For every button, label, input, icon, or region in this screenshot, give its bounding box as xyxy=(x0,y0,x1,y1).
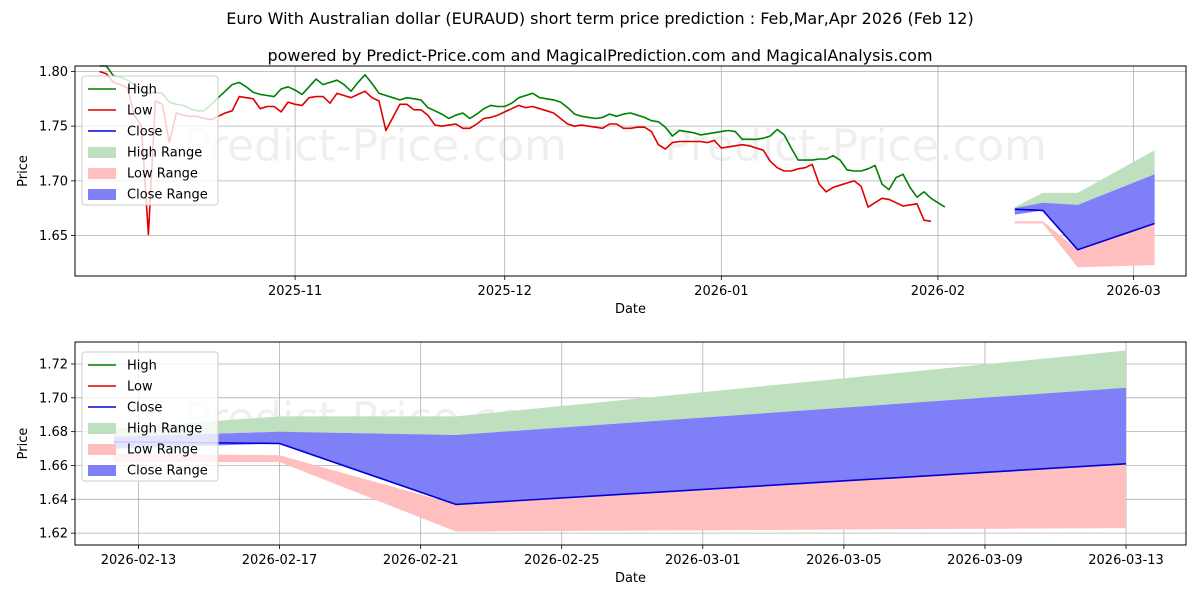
legend-entry-label: High xyxy=(127,359,157,374)
x-tick-label: 2026-02-13 xyxy=(101,553,177,568)
y-axis-label: Price xyxy=(16,428,31,460)
x-tick-label: 2026-01 xyxy=(694,284,748,299)
y-tick-label: 1.66 xyxy=(39,459,68,474)
high-series-line xyxy=(99,65,946,208)
y-tick-label: 1.62 xyxy=(39,527,68,542)
y-tick-label: 1.70 xyxy=(39,174,68,189)
legend-entry-label: High xyxy=(127,83,157,98)
legend-entry-label: Low Range xyxy=(127,167,198,182)
legend-entry-label: Close Range xyxy=(127,464,208,479)
y-axis-label: Price xyxy=(16,155,31,187)
legend-entry-label: Low xyxy=(127,104,153,119)
x-tick-label: 2026-02-25 xyxy=(524,553,600,568)
x-tick-label: 2026-03-01 xyxy=(665,553,741,568)
legend-patch-swatch xyxy=(88,444,116,455)
close-range-band xyxy=(1014,174,1155,250)
legend-patch-swatch xyxy=(88,423,116,434)
y-tick-label: 1.80 xyxy=(39,65,68,80)
x-tick-label: 2026-02 xyxy=(911,284,965,299)
y-tick-label: 1.65 xyxy=(39,229,68,244)
x-axis-label: Date xyxy=(615,302,646,317)
y-tick-label: 1.75 xyxy=(39,120,68,135)
x-tick-label: 2025-11 xyxy=(268,284,322,299)
legend-patch-swatch xyxy=(88,465,116,476)
legend-entry-label: Close xyxy=(127,401,162,416)
x-tick-label: 2026-03-05 xyxy=(806,553,882,568)
y-tick-label: 1.68 xyxy=(39,425,68,440)
x-tick-label: 2026-02-17 xyxy=(242,553,318,568)
legend-patch-swatch xyxy=(88,189,116,200)
x-tick-label: 2025-12 xyxy=(478,284,532,299)
legend-entry-label: Low Range xyxy=(127,443,198,458)
legend-entry-label: High Range xyxy=(127,146,202,161)
legend-patch-swatch xyxy=(88,147,116,158)
chart-2: Predict-Price.comPredict-Price.com2026-0… xyxy=(16,341,1187,586)
legend-entry-label: Close Range xyxy=(127,188,208,203)
chart-subtitle: powered by Predict-Price.com and Magical… xyxy=(267,46,933,65)
y-tick-label: 1.72 xyxy=(39,357,68,372)
x-tick-label: 2026-03-09 xyxy=(947,553,1023,568)
chart-title: Euro With Australian dollar (EURAUD) sho… xyxy=(226,9,974,28)
low-range-band xyxy=(113,453,1127,532)
chart-1: Predict-Price.com Predict-Price.com 2025-1… xyxy=(16,65,1187,317)
close-series-line xyxy=(1014,208,1155,251)
plot-frame xyxy=(74,341,1187,546)
legend-entry-label: Close xyxy=(127,125,162,140)
legend-patch-swatch xyxy=(88,168,116,179)
low-range-band xyxy=(1014,221,1155,268)
x-tick-label: 2026-03-13 xyxy=(1088,553,1164,568)
watermark: Predict-Price.com xyxy=(184,121,567,172)
plot-frame xyxy=(74,65,1187,277)
legend-entry-label: Low xyxy=(127,380,153,395)
y-tick-label: 1.70 xyxy=(39,391,68,406)
x-tick-label: 2026-02-21 xyxy=(383,553,459,568)
watermark: Predict-Price.com xyxy=(664,121,1047,172)
legend-entry-label: High Range xyxy=(127,422,202,437)
high-range-band xyxy=(1014,150,1155,210)
x-axis-label: Date xyxy=(615,571,646,586)
x-tick-label: 2026-03 xyxy=(1106,284,1160,299)
low-series-line xyxy=(99,70,932,236)
y-tick-label: 1.64 xyxy=(39,493,68,508)
close-range-band xyxy=(113,387,1127,505)
